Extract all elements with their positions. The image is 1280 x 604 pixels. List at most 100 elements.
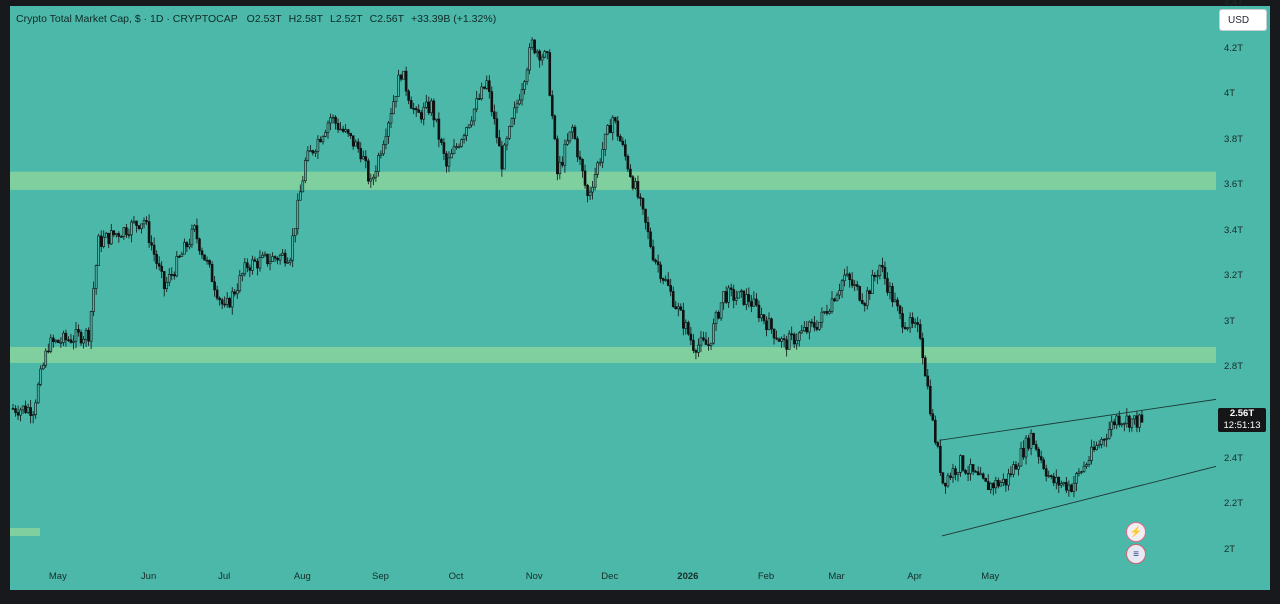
candle[interactable] — [986, 474, 990, 491]
candle[interactable] — [1067, 480, 1071, 497]
candle[interactable] — [997, 477, 1000, 489]
candle[interactable] — [596, 160, 599, 178]
candle[interactable] — [1057, 476, 1061, 494]
candle[interactable] — [1017, 462, 1020, 476]
candle[interactable] — [1022, 440, 1025, 460]
candle[interactable] — [1097, 440, 1101, 449]
candle[interactable] — [1027, 434, 1030, 451]
candle[interactable] — [603, 133, 607, 157]
candle[interactable] — [901, 307, 904, 333]
candle[interactable] — [218, 296, 221, 306]
candle[interactable] — [356, 138, 360, 153]
candle[interactable] — [971, 464, 975, 476]
candle[interactable] — [984, 477, 988, 482]
candle[interactable] — [329, 113, 332, 131]
candle[interactable] — [639, 193, 642, 207]
candle[interactable] — [939, 439, 942, 477]
candle[interactable] — [54, 339, 58, 344]
candle[interactable] — [881, 257, 884, 273]
candle[interactable] — [913, 318, 917, 328]
candle[interactable] — [959, 454, 962, 477]
candle[interactable] — [918, 319, 922, 341]
candle[interactable] — [314, 149, 317, 157]
candle[interactable] — [520, 83, 524, 106]
candle[interactable] — [435, 118, 438, 123]
candle[interactable] — [991, 481, 995, 496]
candle[interactable] — [571, 124, 574, 139]
candle[interactable] — [364, 150, 368, 169]
candle[interactable] — [767, 312, 771, 331]
candle[interactable] — [782, 334, 786, 348]
candle[interactable] — [865, 286, 869, 310]
candle[interactable] — [928, 379, 932, 417]
candle[interactable] — [253, 256, 257, 262]
candle[interactable] — [664, 275, 667, 282]
candle[interactable] — [465, 126, 468, 142]
candle[interactable] — [770, 317, 773, 334]
candle[interactable] — [450, 148, 453, 159]
candle[interactable] — [591, 180, 594, 200]
candle[interactable] — [31, 410, 35, 424]
candle[interactable] — [876, 269, 879, 285]
candle[interactable] — [951, 463, 955, 483]
candle[interactable] — [981, 472, 985, 480]
candle[interactable] — [170, 267, 174, 281]
candle[interactable] — [687, 320, 690, 336]
candle[interactable] — [878, 264, 882, 280]
candle[interactable] — [198, 237, 201, 255]
candle[interactable] — [452, 138, 456, 155]
candle[interactable] — [999, 480, 1003, 487]
candle[interactable] — [142, 217, 146, 229]
candle[interactable] — [566, 133, 569, 146]
candle[interactable] — [558, 155, 562, 180]
candle[interactable] — [301, 175, 305, 193]
candle[interactable] — [737, 291, 741, 299]
candle[interactable] — [903, 322, 907, 330]
candle[interactable] — [775, 330, 778, 341]
candle[interactable] — [482, 86, 486, 90]
candle[interactable] — [727, 284, 730, 309]
candle[interactable] — [39, 365, 43, 387]
candle[interactable] — [1039, 450, 1043, 464]
candle[interactable] — [538, 49, 541, 68]
candle[interactable] — [949, 472, 952, 480]
candle[interactable] — [34, 399, 37, 419]
candle[interactable] — [109, 223, 113, 246]
candle[interactable] — [238, 269, 242, 293]
candle[interactable] — [326, 120, 330, 139]
candle[interactable] — [67, 336, 70, 342]
candle[interactable] — [205, 256, 209, 265]
candle[interactable] — [692, 334, 695, 354]
candle[interactable] — [709, 342, 713, 350]
candle[interactable] — [679, 303, 683, 311]
candle[interactable] — [578, 150, 582, 166]
candle[interactable] — [102, 230, 106, 249]
candle[interactable] — [87, 327, 90, 346]
candle[interactable] — [810, 318, 814, 327]
candle[interactable] — [324, 129, 327, 138]
candle[interactable] — [203, 254, 206, 261]
candle[interactable] — [792, 332, 796, 348]
candle[interactable] — [853, 280, 856, 292]
candle[interactable] — [82, 336, 85, 349]
candle[interactable] — [251, 255, 254, 275]
candle[interactable] — [780, 336, 783, 348]
candle[interactable] — [36, 382, 40, 405]
candle[interactable] — [404, 66, 408, 96]
candle[interactable] — [682, 302, 685, 336]
candle[interactable] — [349, 132, 352, 139]
candle[interactable] — [493, 104, 496, 125]
candle[interactable] — [1140, 409, 1144, 423]
candle[interactable] — [563, 139, 567, 173]
candle[interactable] — [843, 268, 846, 287]
candle[interactable] — [137, 225, 141, 231]
candle[interactable] — [586, 183, 589, 203]
candle[interactable] — [553, 114, 557, 141]
candle[interactable] — [808, 320, 811, 340]
candle[interactable] — [74, 322, 78, 349]
candle[interactable] — [99, 230, 103, 253]
candle[interactable] — [704, 331, 708, 345]
candle[interactable] — [1120, 422, 1124, 428]
candle[interactable] — [296, 193, 300, 235]
candle[interactable] — [697, 338, 700, 357]
